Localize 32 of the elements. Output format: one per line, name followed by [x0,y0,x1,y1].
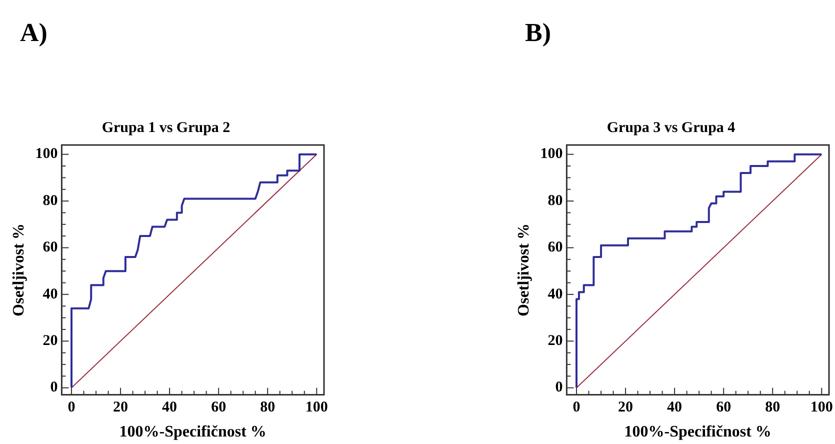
x-tick-label: 0 [572,400,580,416]
y-tick-label: 0 [50,380,58,396]
x-tick-label: 100 [305,400,328,416]
x-tick-label: 60 [716,400,732,416]
y-tick-label: 80 [42,192,58,209]
y-axis-title: Osetljivost % [10,223,28,316]
x-tick-label: 60 [211,400,226,416]
y-axis-title: Osetljivost % [516,223,533,316]
y-tick-label: 20 [548,332,563,349]
text: B) [525,18,551,48]
x-tick-label: 80 [260,400,276,416]
x-axis-title: 100%-Specifičnost % [119,424,266,441]
text: A) [20,18,48,48]
y-tick-label: 100 [540,146,563,162]
x-tick-label: 0 [68,400,76,416]
y-tick-label: 60 [548,240,563,256]
y-tick-label: 40 [42,286,58,302]
chart-title: Grupa 3 vs Grupa 4 [606,120,736,136]
x-tick-label: 40 [162,400,178,416]
x-tick-label: 20 [113,400,128,416]
x-tick-label: 20 [618,400,634,416]
chart-title: Grupa 1 vs Grupa 2 [102,120,230,136]
y-tick-label: 100 [35,146,58,162]
y-tick-label: 40 [548,286,563,302]
y-tick-label: 80 [548,192,563,209]
x-tick-label: 80 [765,400,780,416]
y-tick-label: 20 [42,332,58,349]
x-tick-label: 40 [667,400,682,416]
y-tick-label: 0 [555,380,563,396]
x-tick-label: 100 [810,400,833,416]
x-axis-title: 100%-Specifičnost % [624,424,772,441]
y-tick-label: 60 [42,240,58,256]
